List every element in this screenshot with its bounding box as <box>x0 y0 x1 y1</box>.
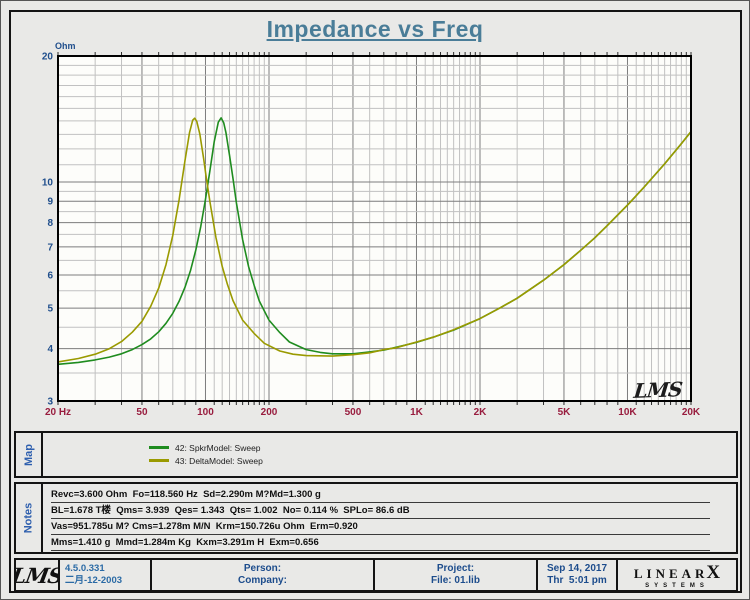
x-tick-label: 20K <box>682 407 701 418</box>
lms-logo-text: LMS <box>16 562 60 588</box>
x-tick-label: 100 <box>197 407 214 418</box>
x-tick-label: 500 <box>345 407 362 418</box>
file-field: File: 01.lib <box>431 575 480 586</box>
series-curve-1 <box>57 117 692 363</box>
footer-bar: LMS 4.5.0.331 二月-12-2003 Person: Company… <box>14 558 738 592</box>
series-color-swatch <box>149 446 169 449</box>
company-field: Company: <box>238 575 287 586</box>
map-section: Map 42: SpkrModel: Sweep 43: DeltaModel:… <box>14 431 738 478</box>
axis-tick-labels: 20 Hz 50 100 200 500 1K 2K 5K 10K 20K 20 10 9 8 7 6 5 4 3 <box>42 52 701 419</box>
map-section-label: Map <box>22 443 35 466</box>
notes-content: Revc=3.600 Ohm Fo=118.560 Hz Sd=2.290m M… <box>43 484 736 552</box>
notes-section: Notes Revc=3.600 Ohm Fo=118.560 Hz Sd=2.… <box>14 482 738 554</box>
y-tick-label: 5 <box>47 304 53 315</box>
version-cell: 4.5.0.331 二月-12-2003 <box>60 560 152 590</box>
y-tick-label: 20 <box>42 52 54 63</box>
y-tick-label: 4 <box>47 344 53 355</box>
x-tick-label: 2K <box>474 407 488 418</box>
x-tick-label: 200 <box>261 407 278 418</box>
x-tick-label: 5K <box>558 407 572 418</box>
lms-watermark: LMS <box>632 377 684 403</box>
project-file-cell: Project: File: 01.lib <box>375 560 538 590</box>
lms-logo: LMS <box>16 560 60 590</box>
chart-title: Impedance vs Freq <box>266 16 484 42</box>
note-line: BL=1.678 T楼 Qms= 3.939 Qes= 1.343 Qts= 1… <box>51 505 710 519</box>
linearx-logo: LINEAR X SYSTEMS <box>618 560 736 590</box>
legend-item-label: 43: DeltaModel: Sweep <box>175 455 263 466</box>
x-tick-label: 10K <box>618 407 637 418</box>
x-tick-label: 1K <box>410 407 424 418</box>
version-number: 4.5.0.331 <box>65 563 105 574</box>
linearx-logo-top: LINEAR X <box>634 562 720 584</box>
note-line: Revc=3.600 Ohm Fo=118.560 Hz Sd=2.290m M… <box>51 489 710 503</box>
datetime-cell: Sep 14, 2017 Thr 5:01 pm <box>538 560 618 590</box>
linearx-logo-systems: SYSTEMS <box>645 582 709 589</box>
note-line: Vas=951.785u M? Cms=1.278m M/N Krm=150.7… <box>51 521 710 535</box>
person-field: Person: <box>243 563 282 574</box>
person-company-cell: Person: Company: <box>152 560 375 590</box>
legend-item: 42: SpkrModel: Sweep <box>149 441 263 454</box>
notes-section-label-cell: Notes <box>16 484 43 552</box>
impedance-plot: 20 Hz 50 100 200 500 1K 2K 5K 10K 20K 20 10 9 8 7 6 5 4 3 <box>42 52 701 419</box>
date-text: Sep 14, 2017 <box>546 563 608 574</box>
y-tick-label: 9 <box>47 197 53 208</box>
map-section-label-cell: Map <box>16 433 43 476</box>
note-line: Mms=1.410 g Mmd=1.284m Kg Kxm=3.291m H E… <box>51 537 710 551</box>
notes-section-label: Notes <box>22 502 35 534</box>
y-tick-label: 8 <box>47 218 53 229</box>
version-date: 二月-12-2003 <box>65 575 123 586</box>
y-axis-unit-label: Ohm <box>55 41 76 51</box>
y-tick-label: 3 <box>47 397 53 408</box>
y-tick-label: 7 <box>47 242 53 253</box>
x-tick-label: 50 <box>136 407 148 418</box>
y-tick-label: 6 <box>47 270 53 281</box>
x-tick-label: 20 Hz <box>45 407 71 418</box>
series-color-swatch <box>149 459 169 462</box>
y-tick-label: 10 <box>42 178 54 189</box>
series-curves <box>57 117 692 366</box>
legend: 42: SpkrModel: Sweep 43: DeltaModel: Swe… <box>43 433 263 476</box>
legend-item: 43: DeltaModel: Sweep <box>149 454 263 467</box>
time-text: Thr 5:01 pm <box>547 575 607 586</box>
plot-frame <box>57 55 692 402</box>
linearx-logo-linear: LINEAR <box>633 565 709 581</box>
project-field: Project: <box>436 563 475 574</box>
plot-background <box>58 56 691 401</box>
linearx-logo-x: X <box>706 561 721 583</box>
legend-item-label: 42: SpkrModel: Sweep <box>175 442 261 453</box>
